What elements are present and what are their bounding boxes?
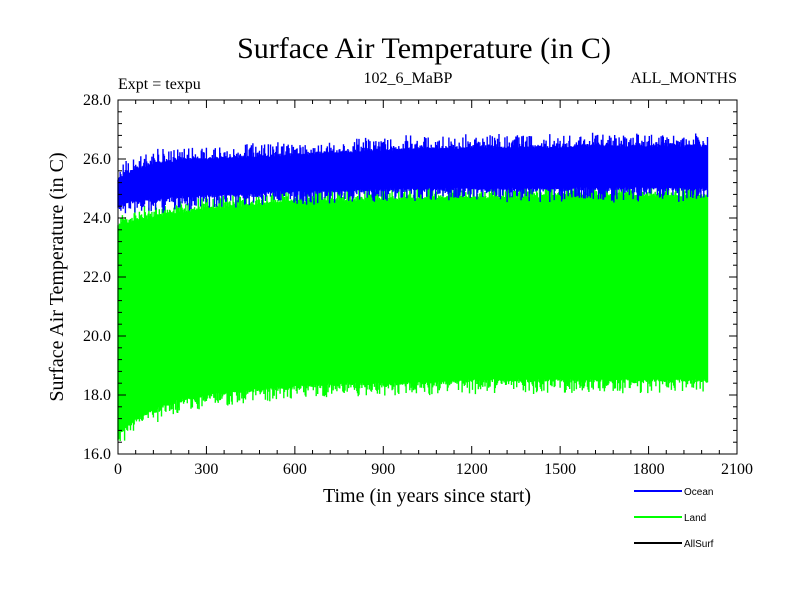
x-tick-label: 600 (283, 461, 307, 478)
chart-subtitle-left: Expt = texpu (118, 76, 201, 93)
x-tick-label: 1500 (544, 461, 576, 478)
y-tick-label: 20.0 (83, 328, 111, 345)
x-axis-label: Time (in years since start) (323, 485, 531, 507)
y-tick-label: 24.0 (83, 210, 111, 227)
chart-title: Surface Air Temperature (in C) (237, 32, 611, 65)
y-tick-label: 28.0 (83, 92, 111, 109)
y-tick-label: 26.0 (83, 151, 111, 168)
y-tick-label: 18.0 (83, 387, 111, 404)
legend-label-allsurf: AllSurf (684, 539, 714, 550)
y-tick-label: 16.0 (83, 446, 111, 463)
x-tick-label: 1200 (456, 461, 488, 478)
legend-label-land: Land (684, 513, 706, 524)
y-tick-label: 22.0 (83, 269, 111, 286)
x-tick-label: 300 (194, 461, 218, 478)
y-axis-label: Surface Air Temperature (in C) (46, 152, 68, 401)
axis-ticks: 0 300 600 900 1200 1500 1800 2100 16.0 18.0 20.0 22… (83, 92, 753, 478)
chart-subtitle-right: ALL_MONTHS (630, 70, 737, 87)
chart-subtitle-center: 102_6_MaBP (364, 70, 453, 87)
legend: Ocean Land AllSurf (634, 487, 714, 550)
x-tick-label: 2100 (721, 461, 753, 478)
x-tick-label: 1800 (633, 461, 665, 478)
x-tick-label: 900 (371, 461, 395, 478)
x-tick-label: 0 (114, 461, 122, 478)
legend-label-ocean: Ocean (684, 487, 713, 498)
